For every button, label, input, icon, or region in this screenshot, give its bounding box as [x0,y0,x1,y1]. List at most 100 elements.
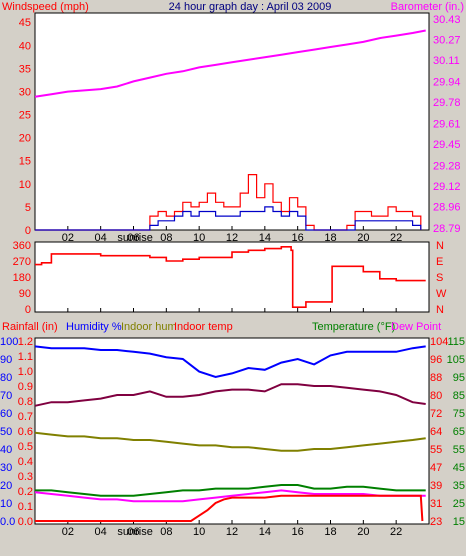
gust-line [35,174,422,231]
humidity-y-tick-label: 80 [0,372,12,384]
indoor-temp-y-tick-label: 55 [430,444,442,456]
sunrise-label: sunrise [117,232,152,244]
legend-temperature: Temperature (°F) [312,321,395,333]
temperature-y-tick-label: 65 [453,426,465,438]
temperature-line [35,484,426,497]
temperature-y-tick-label: 115 [447,336,465,348]
x-tick-label: 18 [324,232,336,244]
direction-y-tick-label: 0 [25,304,31,316]
rain-y-tick-label: 0.3 [18,471,33,483]
humidity-y-tick-label: 0.0 [0,516,15,528]
dew-point-line [34,489,426,503]
humidity-y-tick-label: 40 [0,444,12,456]
barometer-y-tick-label: 29.61 [433,119,461,131]
avg-wind-line [35,206,422,231]
humidity-y-tick-label: 90 [0,354,12,366]
direction-y-tick-label: 360 [13,240,31,252]
humidity-y-tick-label: 100 [0,336,18,348]
legend-dew-point: Dew Point [391,321,441,333]
rain-y-tick-label: 0.9 [18,381,33,393]
rain-y-tick-label: 0.5 [18,441,33,453]
humidity-y-tick-label: 10 [0,498,12,510]
wind-y-tick-label: 0 [25,225,31,237]
x-tick-label: 12 [226,232,238,244]
compass-label: E [436,256,443,268]
indoor-temp-y-tick-label: 47 [430,462,442,474]
wind-y-tick-label: 10 [19,179,31,191]
indoor-temp-y-tick-label: 23 [430,516,442,528]
indoor-hum-line [34,431,426,452]
barometer-y-tick-label: 29.45 [433,139,461,151]
direction-y-tick-label: 90 [19,288,31,300]
barometer-y-tick-label: 28.96 [433,201,461,213]
x-tick-label: 06 [127,526,139,538]
x-tick-label: 14 [259,526,271,538]
rain-y-tick-label: 0.0 [18,516,33,528]
indoor-temp-line [34,383,426,407]
legend-indoor-temp: Indoor temp [174,321,233,333]
barometer-label: Barometer (in.) [391,1,464,13]
temperature-y-tick-label: 75 [453,408,465,420]
temperature-y-tick-label: 95 [453,372,465,384]
chart-title: 24 hour graph day : April 03 2009 [169,1,332,13]
temperature-y-tick-label: 55 [453,444,465,456]
barometer-y-tick-label: 30.43 [433,14,461,26]
windspeed-label: Windspeed (mph) [2,1,89,13]
wind-y-tick-label: 5 [25,202,31,214]
wind-y-tick-label: 15 [19,156,31,168]
barometer-y-tick-label: 30.11 [433,55,460,67]
wind-y-tick-label: 20 [19,133,31,145]
sunrise-label: sunrise [117,526,152,538]
indoor-temp-y-tick-label: 64 [430,426,442,438]
x-tick-label: 16 [292,526,304,538]
barometer-y-tick-label: 28.79 [433,223,461,235]
wind-direction-line [35,246,426,309]
rain-y-tick-label: 0.7 [18,411,33,423]
indoor-temp-y-tick-label: 72 [430,408,442,420]
humidity-y-tick-label: 60 [0,408,12,420]
humidity-y-tick-label: 50 [0,426,12,438]
x-tick-label: 20 [357,232,369,244]
x-tick-label: 22 [390,526,402,538]
wind-y-tick-label: 30 [19,86,31,98]
temperature-y-tick-label: 35 [453,480,465,492]
wind-y-tick-label: 35 [19,63,31,75]
rain-y-tick-label: 1.2 [18,336,33,348]
barometer-y-tick-label: 29.28 [433,161,461,173]
indoor-temp-y-tick-label: 88 [430,372,442,384]
legend-indoor-hum: Indoor hum [121,321,177,333]
indoor-temp-y-tick-label: 80 [430,390,442,402]
rainfall-line [35,494,424,522]
temperature-y-tick-label: 25 [453,498,465,510]
rain-y-tick-label: 1.0 [18,366,33,378]
rain-y-tick-label: 0.1 [18,501,33,513]
x-tick-label: 08 [160,526,172,538]
x-tick-label: 14 [259,232,271,244]
direction-y-tick-label: 180 [13,272,31,284]
rain-y-tick-label: 0.6 [18,426,33,438]
rain-y-tick-label: 0.4 [18,456,33,468]
x-tick-label: 10 [193,232,205,244]
x-tick-label: 16 [292,232,304,244]
barometer-y-tick-label: 29.12 [433,181,461,193]
x-tick-label: 18 [324,526,336,538]
panel-wind [34,12,430,231]
compass-label: N [436,304,444,316]
wind-y-tick-label: 45 [19,17,31,29]
wind-y-tick-label: 25 [19,110,31,122]
temperature-y-tick-label: 45 [453,462,465,474]
humidity-y-tick-label: 30 [0,462,12,474]
x-tick-label: 08 [160,232,172,244]
indoor-temp-y-tick-label: 31 [430,498,442,510]
rain-y-tick-label: 1.1 [18,351,33,363]
x-tick-label: 06 [127,232,139,244]
compass-label: S [436,272,443,284]
barometer-y-tick-label: 29.94 [433,76,461,88]
x-tick-label: 02 [62,232,74,244]
humidity-line [34,345,426,379]
x-tick-label: 20 [357,526,369,538]
rain-y-tick-label: 0.2 [18,486,33,498]
barometer-y-tick-label: 30.27 [433,34,461,46]
indoor-temp-y-tick-label: 39 [430,480,442,492]
